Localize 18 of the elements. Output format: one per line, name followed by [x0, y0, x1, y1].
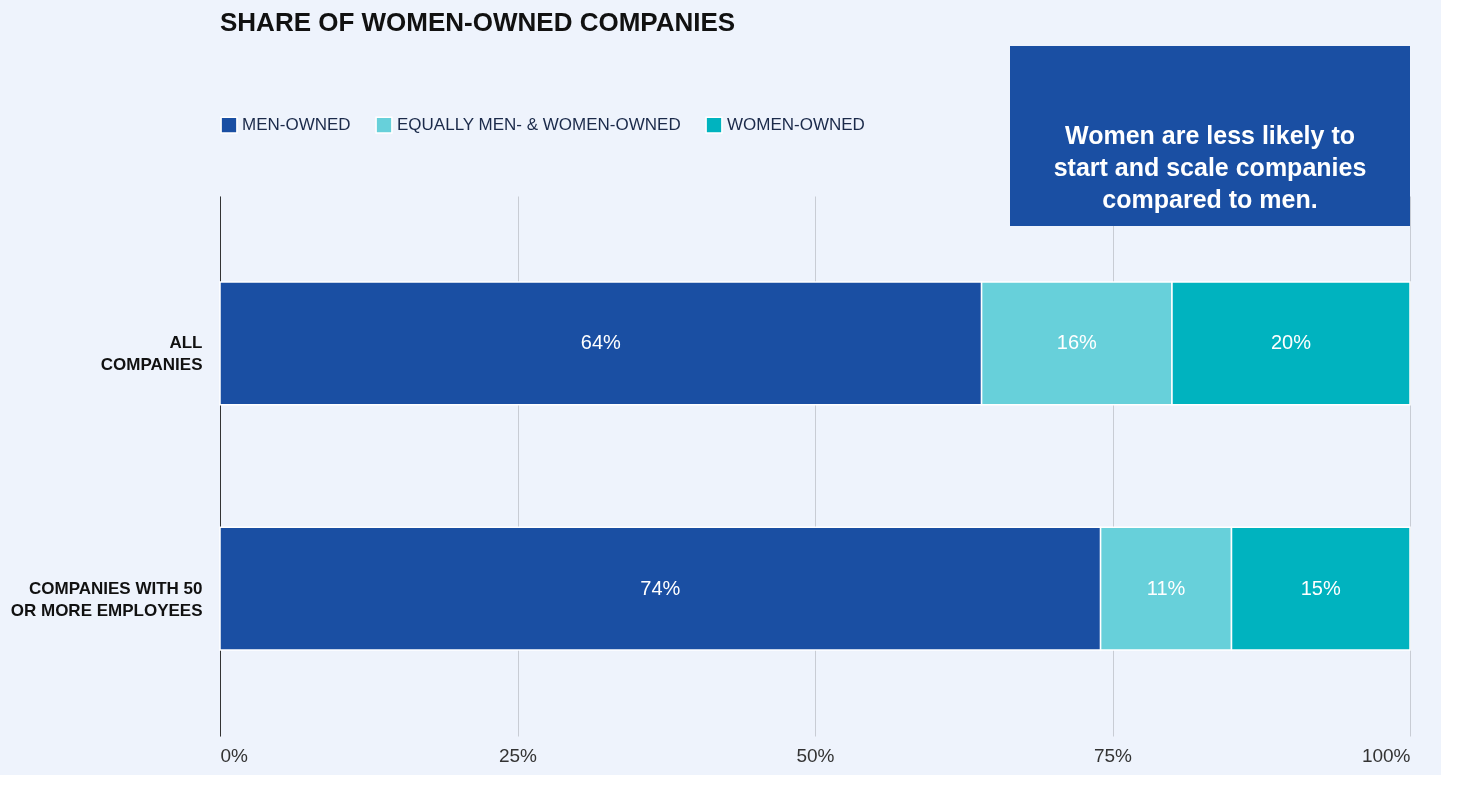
data-label: 74% [640, 576, 681, 599]
legend-label: EQUALLY MEN- & WOMEN-OWNED [397, 115, 681, 135]
x-tick-label: 50% [796, 744, 835, 766]
data-label: 20% [1270, 331, 1312, 354]
data-label: 16% [1056, 331, 1098, 354]
x-tick-label: 100% [1361, 744, 1411, 766]
x-tick-label: 75% [1093, 744, 1133, 766]
chart-title: SHARE OF WOMEN-OWNED COMPANIES [220, 7, 736, 37]
y-tick-label: COMPANIES WITH 50 OR MORE EMPLOYEES [10, 578, 203, 620]
data-label: 15% [1300, 576, 1341, 599]
y-tick-label: ALL COMPANIES [100, 333, 203, 375]
data-label: 64% [580, 331, 622, 354]
annotation: Women are less likely to start and scale companies compared to men. [1053, 121, 1367, 213]
data-label: 11% [1146, 576, 1186, 599]
legend-label: MEN-OWNED [242, 115, 351, 135]
x-tick-label: 25% [498, 744, 538, 766]
x-tick-label: 0% [220, 744, 249, 766]
legend-label: WOMEN-OWNED [727, 115, 865, 135]
